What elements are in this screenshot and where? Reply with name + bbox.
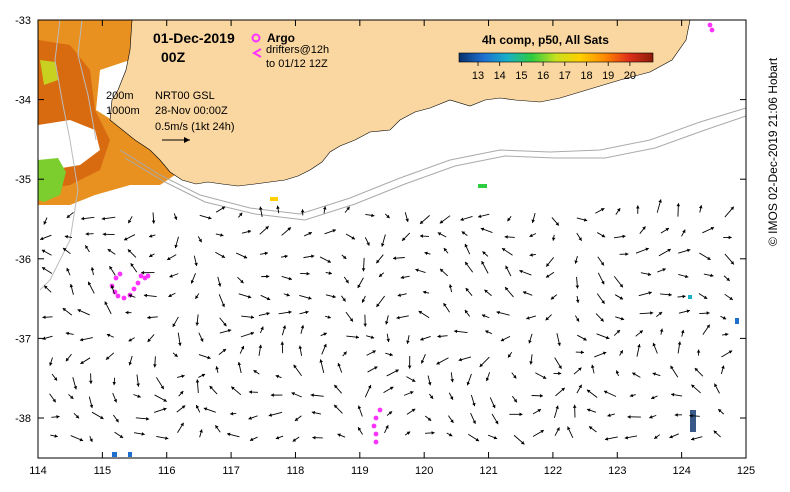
colorbar-ticks: 13 14 15 16 17 18 19 20 bbox=[472, 62, 636, 82]
sst-speck-2 bbox=[270, 197, 278, 201]
x-tick-label: 116 bbox=[158, 465, 176, 477]
x-tick-label: 121 bbox=[479, 465, 497, 477]
drifter-track-central bbox=[371, 407, 383, 445]
product-name: NRT00 GSL bbox=[155, 90, 215, 102]
y-tick-label: -36 bbox=[15, 254, 31, 266]
y-tick-label: -37 bbox=[15, 333, 31, 345]
contour-label-200: 200m bbox=[106, 90, 134, 102]
sst-speck-1 bbox=[478, 184, 487, 188]
sst-speck-7 bbox=[690, 410, 696, 432]
y-tick-label: -35 bbox=[15, 174, 31, 186]
x-tick-label: 118 bbox=[287, 465, 305, 477]
sst-speck-3 bbox=[735, 318, 739, 324]
sst-speck-4 bbox=[688, 295, 692, 299]
colorbar-tick-label: 19 bbox=[602, 70, 614, 82]
legend-drifters-1: drifters@12h bbox=[266, 44, 329, 56]
x-tick-label: 119 bbox=[351, 465, 369, 477]
x-tick-label: 115 bbox=[94, 465, 112, 477]
argo-marker-icon bbox=[251, 33, 261, 43]
x-tick-label: 117 bbox=[222, 465, 240, 477]
sst-speck-5 bbox=[112, 452, 117, 457]
y-axis: -33 -34 -35 -36 -37 -38 bbox=[15, 15, 746, 425]
scale-label: 0.5m/s (1kt 24h) bbox=[155, 121, 234, 133]
drifter-track-west bbox=[109, 271, 151, 301]
contour-1000m bbox=[124, 115, 747, 221]
x-tick-label: 123 bbox=[608, 465, 626, 477]
colorbar-tick-label: 16 bbox=[537, 70, 549, 82]
map-time: 00Z bbox=[161, 49, 186, 65]
x-tick-label: 120 bbox=[415, 465, 433, 477]
legend-drifters-2: to 01/12 12Z bbox=[266, 58, 328, 70]
colorbar-tick-label: 13 bbox=[472, 70, 484, 82]
y-tick-label: -33 bbox=[15, 15, 31, 27]
drifter-track-east bbox=[707, 22, 715, 33]
x-tick-label: 114 bbox=[29, 465, 47, 477]
x-tick-label: 122 bbox=[544, 465, 562, 477]
y-tick-label: -38 bbox=[15, 413, 31, 425]
scale-arrow-icon bbox=[162, 137, 190, 143]
colorbar-tick-label: 15 bbox=[515, 70, 527, 82]
current-vectors bbox=[40, 199, 735, 445]
sst-cool-patch bbox=[38, 158, 66, 202]
contour-west-2 bbox=[77, 19, 97, 141]
sst-cool-patch-2 bbox=[40, 60, 58, 85]
plot-frame bbox=[37, 19, 747, 459]
map-date: 01-Dec-2019 bbox=[153, 30, 235, 46]
colorbar-tick-label: 18 bbox=[580, 70, 592, 82]
contour-west bbox=[39, 19, 79, 291]
colorbar-tick-label: 20 bbox=[624, 70, 636, 82]
sst-cloud-gap bbox=[38, 120, 100, 170]
legend-argo: Argo bbox=[267, 31, 295, 45]
x-tick-label: 124 bbox=[672, 465, 690, 477]
sst-speck-6 bbox=[128, 452, 132, 457]
x-tick-label: 125 bbox=[737, 465, 755, 477]
colorbar bbox=[458, 52, 654, 63]
colorbar-title: 4h comp, p50, All Sats bbox=[482, 33, 609, 47]
contour-label-1000: 1000m bbox=[106, 105, 140, 117]
colorbar-tick-label: 17 bbox=[559, 70, 571, 82]
product-date: 28-Nov 00:00Z bbox=[155, 105, 228, 117]
colorbar-tick-label: 14 bbox=[494, 70, 506, 82]
y-tick-label: -34 bbox=[15, 95, 31, 107]
contour-200m bbox=[119, 107, 747, 215]
x-axis: 114 115 116 117 118 119 120 121 122 123 124 125 bbox=[29, 20, 755, 477]
credit-text: © IMOS 02-Dec-2019 21:06 Hobart bbox=[766, 57, 780, 246]
drifter-marker-icon bbox=[251, 48, 262, 58]
